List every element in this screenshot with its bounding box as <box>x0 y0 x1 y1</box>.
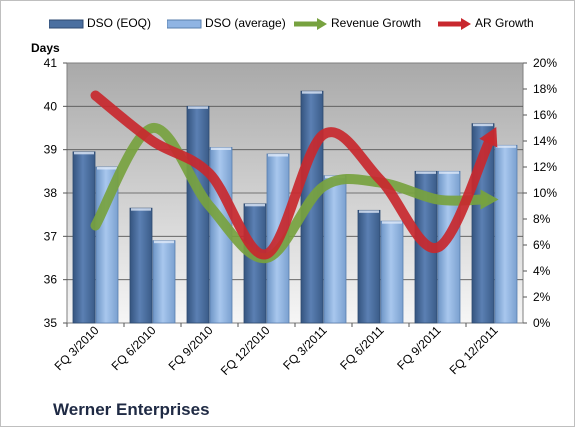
x-tick-label: FQ 3/2010 <box>52 323 102 373</box>
bar-dso-eoq <box>72 151 96 324</box>
legend-label-revenue-growth: Revenue Growth <box>331 16 422 30</box>
right-tick-label: 6% <box>533 238 551 252</box>
bar-cap-highlight <box>74 151 94 155</box>
right-tick-label: 2% <box>533 290 551 304</box>
x-tick-label: FQ 9/2011 <box>394 323 444 373</box>
right-tick-label: 20% <box>533 56 557 70</box>
bar-dso-average <box>152 240 176 324</box>
arrowhead-revenue-growth <box>480 189 499 210</box>
left-tick-label: 39 <box>44 143 58 157</box>
right-tick-label: 16% <box>533 108 557 122</box>
bar-dso-average <box>494 144 518 324</box>
bar-dso-average <box>323 175 347 324</box>
right-tick-label: 10% <box>533 186 557 200</box>
bar-cap-highlight <box>188 106 208 109</box>
arrowhead-ar-growth <box>479 127 498 148</box>
legend-swatch-revenue-growth <box>294 18 327 30</box>
left-tick-label: 35 <box>44 316 58 330</box>
legend-label-dso-eoq: DSO (EOQ) <box>87 16 152 30</box>
bar-cap-highlight <box>245 203 265 207</box>
legend-swatch-dso-average <box>167 19 202 29</box>
bar-dso-average <box>380 220 404 324</box>
right-tick-label: 4% <box>533 264 551 278</box>
bar-cap-highlight <box>439 171 459 174</box>
legend-label-dso-average: DSO (average) <box>205 16 286 30</box>
bar-cap-highlight <box>416 171 436 174</box>
x-tick-label: FQ 12/2011 <box>447 323 501 377</box>
left-tick-label: 40 <box>44 99 58 113</box>
bar-cap-highlight <box>131 208 151 211</box>
x-tick-label: FQ 6/2010 <box>109 323 159 373</box>
bar-cap-highlight <box>473 123 493 127</box>
legend-swatch-ar-growth <box>438 18 471 30</box>
x-tick-label: FQ 9/2010 <box>166 323 216 373</box>
bar-dso-eoq <box>186 105 210 324</box>
legend-label-ar-growth: AR Growth <box>475 16 534 30</box>
right-tick-label: 14% <box>533 134 557 148</box>
bar-cap-highlight <box>268 154 288 157</box>
x-tick-label: FQ 12/2010 <box>218 323 273 378</box>
right-tick-label: 8% <box>533 212 551 226</box>
bar-cap-highlight <box>211 147 231 150</box>
bar-dso-eoq <box>129 207 153 324</box>
bar-cap-highlight <box>302 91 322 94</box>
left-tick-label: 38 <box>44 186 58 200</box>
right-tick-label: 12% <box>533 160 557 174</box>
left-tick-label: 41 <box>44 56 58 70</box>
legend-swatch-dso-eoq <box>49 19 84 29</box>
bar-cap-highlight <box>97 167 117 170</box>
bar-dso-eoq <box>243 203 267 324</box>
company-name: Werner Enterprises <box>53 400 210 419</box>
x-tick-label: FQ 3/2011 <box>280 323 330 373</box>
right-tick-label: 18% <box>533 82 557 96</box>
bar-cap-highlight <box>382 221 402 224</box>
bar-cap-highlight <box>496 145 516 148</box>
bar-dso-eoq <box>357 209 381 324</box>
bar-cap-highlight <box>359 210 379 213</box>
left-tick-label: 37 <box>44 229 58 243</box>
x-tick-label: FQ 6/2011 <box>337 323 387 373</box>
right-tick-label: 0% <box>533 316 551 330</box>
left-axis-title: Days <box>31 41 60 55</box>
bar-cap-highlight <box>154 240 174 244</box>
left-tick-label: 36 <box>44 273 58 287</box>
